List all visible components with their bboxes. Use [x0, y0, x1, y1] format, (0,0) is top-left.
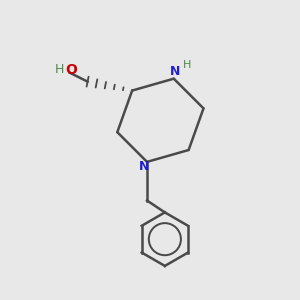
Text: O: O — [65, 63, 77, 77]
Text: N: N — [170, 65, 181, 78]
Text: H: H — [183, 60, 191, 70]
Text: N: N — [139, 160, 149, 173]
Text: H: H — [55, 63, 64, 76]
